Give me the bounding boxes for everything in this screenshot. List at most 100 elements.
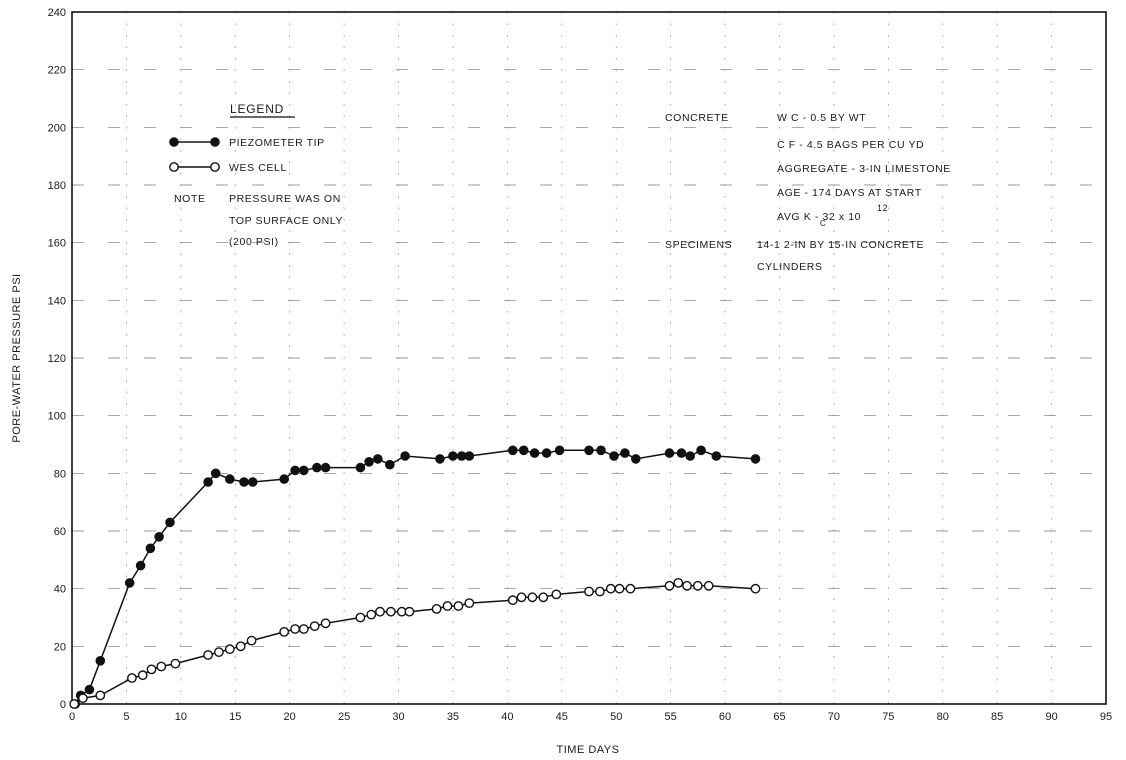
series-0-point-16 xyxy=(298,465,309,476)
series-1-point-11 xyxy=(235,641,246,652)
legend-title: LEGEND xyxy=(230,102,284,116)
note-label: NOTE xyxy=(174,193,206,205)
series-0-point-13 xyxy=(247,477,258,487)
series-1-point-7 xyxy=(170,658,181,669)
series-0-point-2 xyxy=(84,684,95,695)
series-0-point-42 xyxy=(711,451,722,461)
series-0-point-23 xyxy=(400,451,410,461)
x-tick-label-11: 55 xyxy=(665,711,677,723)
specimens-label: SPECIMENS xyxy=(665,239,732,251)
y-tick-label-6: 120 xyxy=(48,353,66,365)
series-0-point-38 xyxy=(664,448,675,458)
y-axis-title: PORE-WATER PRESSURE PSI xyxy=(11,273,23,442)
series-0-point-35 xyxy=(609,451,619,461)
series-1 xyxy=(69,578,761,709)
legend: LEGEND PIEZOMETER TIP WES CELL NOTE PRES… xyxy=(169,102,342,248)
series-0-point-3 xyxy=(95,655,106,666)
x-tick-label-19: 95 xyxy=(1100,711,1112,723)
series-0-point-17 xyxy=(312,462,322,473)
x-axis-title: TIME DAYS xyxy=(557,744,620,756)
series-0-point-19 xyxy=(355,462,366,473)
series-0-point-21 xyxy=(372,454,383,464)
y-tick-label-8: 160 xyxy=(48,238,66,250)
x-tick-label-18: 90 xyxy=(1045,711,1057,723)
series-1-point-2 xyxy=(95,690,106,701)
series-1-point-8 xyxy=(203,650,214,660)
series-1-point-9 xyxy=(213,647,224,657)
x-tick-label-10: 50 xyxy=(610,711,622,723)
series-1-point-31 xyxy=(538,592,549,603)
y-tick-label-3: 60 xyxy=(54,526,66,538)
series-1-point-34 xyxy=(595,586,605,597)
concrete-line-aggregate: AGGREGATE - 3-IN LIMESTONE xyxy=(777,163,951,175)
x-tick-label-13: 65 xyxy=(773,711,785,723)
series-0-point-40 xyxy=(685,451,695,461)
series-0-point-7 xyxy=(154,531,164,542)
concrete-line-wc: W C - 0.5 BY WT xyxy=(777,112,866,124)
x-tick-label-0: 0 xyxy=(69,711,75,723)
series-0-point-20 xyxy=(364,456,374,467)
series-1-point-1 xyxy=(78,693,88,704)
series-1-point-28 xyxy=(507,595,518,606)
series-1-point-20 xyxy=(375,606,385,617)
series-0-point-12 xyxy=(239,477,249,487)
series-1-point-12 xyxy=(246,635,257,646)
concrete-line-avg-k: AVG K - 32 x 10 xyxy=(777,211,861,223)
series-1-point-42 xyxy=(703,580,714,591)
series-1-point-29 xyxy=(516,592,527,603)
concrete-kc-exponent: 12 xyxy=(877,203,888,213)
series-0-point-31 xyxy=(541,448,552,458)
specimen-info: CONCRETE W C - 0.5 BY WT C F - 4.5 BAGS … xyxy=(665,112,951,273)
x-tick-label-14: 70 xyxy=(828,711,840,723)
series-1-point-18 xyxy=(355,612,366,623)
x-tick-label-6: 30 xyxy=(392,711,404,723)
legend-piezometer-marker-left xyxy=(169,137,179,147)
series-0-point-14 xyxy=(279,474,289,484)
series-1-point-3 xyxy=(126,673,137,683)
series-1-point-30 xyxy=(527,592,538,603)
series-1-point-5 xyxy=(146,664,157,675)
x-axis-tick-labels: 0 5 10 15 20 25 30 35 40 45 50 55 60 65 70 75 80 85 90 95 xyxy=(69,711,1112,723)
series-0-point-4 xyxy=(124,578,135,588)
y-tick-label-5: 100 xyxy=(48,411,66,423)
x-tick-label-5: 25 xyxy=(338,711,350,723)
series-1-point-16 xyxy=(309,621,320,631)
series-0-point-8 xyxy=(165,517,175,528)
series-1-point-0 xyxy=(69,699,80,709)
legend-piezometer-label: PIEZOMETER TIP xyxy=(229,137,325,149)
series-0-point-32 xyxy=(554,445,565,456)
series-1-point-43 xyxy=(750,583,761,594)
y-tick-label-11: 220 xyxy=(48,65,66,77)
y-tick-label-10: 200 xyxy=(48,122,66,134)
concrete-kc-subscript: C xyxy=(820,219,826,228)
x-tick-label-17: 85 xyxy=(991,711,1003,723)
series-1-point-15 xyxy=(298,624,309,634)
series-1-point-36 xyxy=(614,583,625,594)
legend-wes-marker-right xyxy=(210,162,220,172)
concrete-label: CONCRETE xyxy=(665,112,729,124)
series-0-point-5 xyxy=(135,560,146,571)
x-tick-label-3: 15 xyxy=(229,711,241,723)
series-1-point-14 xyxy=(290,624,300,634)
series-0 xyxy=(70,445,761,709)
series-1-point-19 xyxy=(366,609,377,620)
legend-wes-marker-left xyxy=(169,162,179,172)
legend-piezometer-marker-right xyxy=(210,137,220,147)
series-0-point-29 xyxy=(518,445,529,456)
series-1-point-40 xyxy=(682,580,692,591)
series-1-point-4 xyxy=(137,670,148,681)
concrete-line-age: AGE - 174 DAYS AT START xyxy=(777,187,922,199)
series-0-point-9 xyxy=(203,477,213,487)
series-1-line xyxy=(73,582,756,705)
x-tick-label-15: 75 xyxy=(882,711,894,723)
series-1-point-13 xyxy=(279,627,290,637)
series-1-point-32 xyxy=(551,589,562,600)
series-0-point-11 xyxy=(225,474,235,484)
note-line-1: PRESSURE WAS ON xyxy=(229,193,341,205)
series-1-point-17 xyxy=(320,618,331,629)
series-0-point-36 xyxy=(620,448,630,458)
series-0-point-24 xyxy=(435,454,445,464)
series-1-point-21 xyxy=(385,606,396,617)
series-0-point-30 xyxy=(529,448,540,458)
